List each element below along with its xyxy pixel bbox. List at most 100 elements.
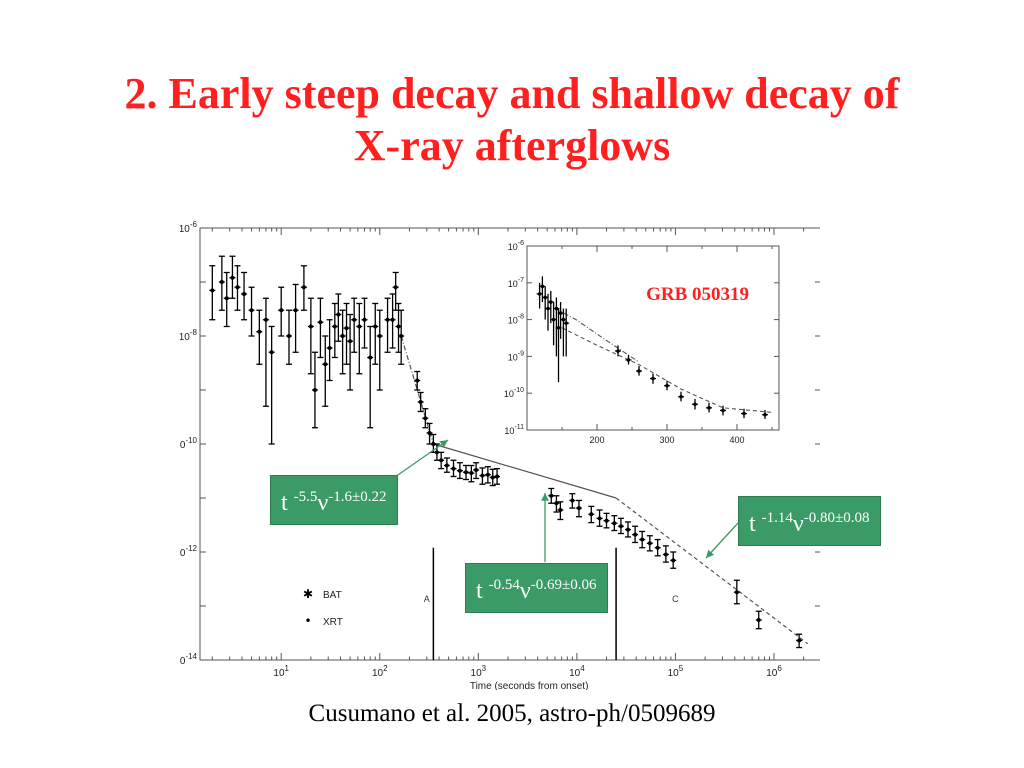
xrt-data-point: [549, 493, 554, 498]
xrt-data-point: [439, 458, 444, 463]
xrt-data-point: [756, 618, 761, 623]
xrt-data-point: [625, 527, 630, 532]
inset-data-point: [540, 284, 545, 289]
y-tick-label: 10-8: [180, 328, 198, 343]
y-tick-label: 10-6: [180, 220, 198, 235]
inset-fit-line-dash-dot: [554, 308, 640, 363]
callout-t-exponent: -0.54: [488, 577, 520, 593]
inset-data-point: [561, 317, 566, 322]
y-tick-label-base: 10: [180, 656, 186, 667]
bat-data-point: [373, 324, 378, 329]
bat-data-point: [312, 388, 317, 392]
xrt-data-point: [597, 516, 602, 521]
bat-data-point: [368, 355, 373, 360]
inset-title: GRB 050319: [646, 284, 749, 305]
bat-data-point: [396, 324, 401, 329]
bat-data-point: [362, 317, 367, 322]
xrt-data-point: [576, 506, 581, 511]
inset-y-tick-label-base: 10: [508, 352, 518, 362]
xrt-data-point: [663, 552, 668, 557]
y-tick-label: 10-12: [180, 544, 198, 559]
x-tick-label: 104: [569, 664, 585, 679]
bat-data-point: [263, 317, 268, 322]
x-tick-label-base: 10: [668, 668, 680, 679]
x-tick-label-exponent: 1: [285, 664, 290, 673]
callout-nu-exponent: -0.69±0.06: [530, 577, 597, 593]
xrt-data-point: [647, 541, 652, 546]
callout-nu: ν: [519, 578, 531, 604]
inset-y-tick-label: 10-10: [504, 387, 524, 399]
inset-data-point: [556, 325, 561, 330]
inset-y-tick-label: 10-7: [508, 277, 524, 289]
bat-data-point: [336, 312, 341, 317]
xrt-data-point: [451, 466, 456, 471]
callout-base: t: [749, 511, 756, 537]
xrt-data-point: [463, 470, 468, 475]
inset-data-point: [549, 300, 553, 304]
y-tick-label-base: 10: [180, 548, 186, 559]
xrt-data-point: [444, 463, 449, 468]
callout-nu: ν: [792, 511, 804, 537]
callout-t-exponent: -1.14: [761, 510, 793, 526]
bat-data-point: [308, 324, 313, 329]
callout-nu-exponent: -1.6±0.22: [328, 489, 387, 505]
bat-data-point: [242, 291, 247, 296]
bat-data-point: [390, 317, 395, 322]
xrt-data-point: [415, 378, 420, 383]
xrt-data-point: [457, 468, 462, 473]
inset-data-point: [637, 369, 641, 373]
x-tick-label-base: 10: [471, 668, 483, 679]
y-tick-label-exponent: -10: [185, 436, 197, 445]
bat-data-point: [318, 320, 323, 325]
callout-shallow-decay: t -0.54ν-0.69±0.06: [465, 563, 608, 613]
x-tick-label: 106: [766, 664, 782, 679]
inset-data-point: [693, 402, 697, 407]
inset-x-tick-label: 200: [589, 435, 604, 445]
inset-y-tick-label-base: 10: [508, 316, 518, 326]
inset-data-point: [537, 292, 542, 296]
inset-data-point: [721, 408, 725, 413]
x-tick-label-exponent: 3: [482, 664, 487, 673]
bat-data-point: [377, 334, 382, 338]
bat-data-point: [257, 329, 262, 334]
xrt-data-point: [469, 471, 474, 476]
inset-y-tick-label: 10-9: [508, 350, 524, 362]
inset-y-tick-label-exponent: -9: [518, 350, 524, 357]
inset-y-tick-label: 10-11: [504, 424, 524, 436]
inset-data-point: [616, 349, 620, 353]
bat-data-point: [323, 362, 328, 367]
inset-data-point: [763, 412, 767, 417]
xrt-data-point: [434, 450, 439, 455]
inset-y-tick-label-exponent: -11: [514, 424, 524, 431]
inset-x-tick-label: 400: [729, 435, 744, 445]
xrt-data-point: [612, 521, 617, 526]
callout-base: t: [281, 490, 288, 516]
xrt-data-point: [558, 507, 563, 512]
light-curve-chart: 10-610-810-1010-1210-1410110210310410510…: [180, 220, 820, 690]
xrt-data-point: [734, 590, 739, 595]
legend-label: XRT: [323, 617, 343, 628]
inset-data-point: [679, 394, 683, 399]
inset-y-tick-label-exponent: -6: [518, 240, 524, 247]
segment-label: C: [672, 594, 679, 604]
bat-data-point: [279, 308, 284, 313]
inset-y-tick-label: 10-8: [508, 314, 524, 326]
inset-data-point: [742, 411, 746, 416]
xrt-data-point: [423, 416, 428, 421]
y-tick-label-exponent: -14: [185, 652, 197, 661]
x-tick-label-base: 10: [372, 668, 384, 679]
inset-y-tick-label-exponent: -8: [518, 314, 524, 321]
bat-data-point: [393, 285, 398, 290]
x-tick-label: 105: [668, 664, 684, 679]
callout-t-exponent: -5.5: [293, 489, 318, 505]
inset-data-point: [665, 383, 669, 388]
inset-y-tick-label-base: 10: [504, 389, 514, 399]
xrt-data-point: [495, 474, 500, 479]
fit-line-solid: [433, 443, 617, 499]
bat-data-point: [340, 334, 345, 338]
bat-data-point: [357, 324, 362, 329]
xrt-data-point: [485, 472, 490, 477]
inset-data-point: [564, 321, 568, 325]
x-tick-label-exponent: 4: [580, 664, 585, 673]
callout-nu-exponent: -0.80±0.08: [803, 510, 870, 526]
